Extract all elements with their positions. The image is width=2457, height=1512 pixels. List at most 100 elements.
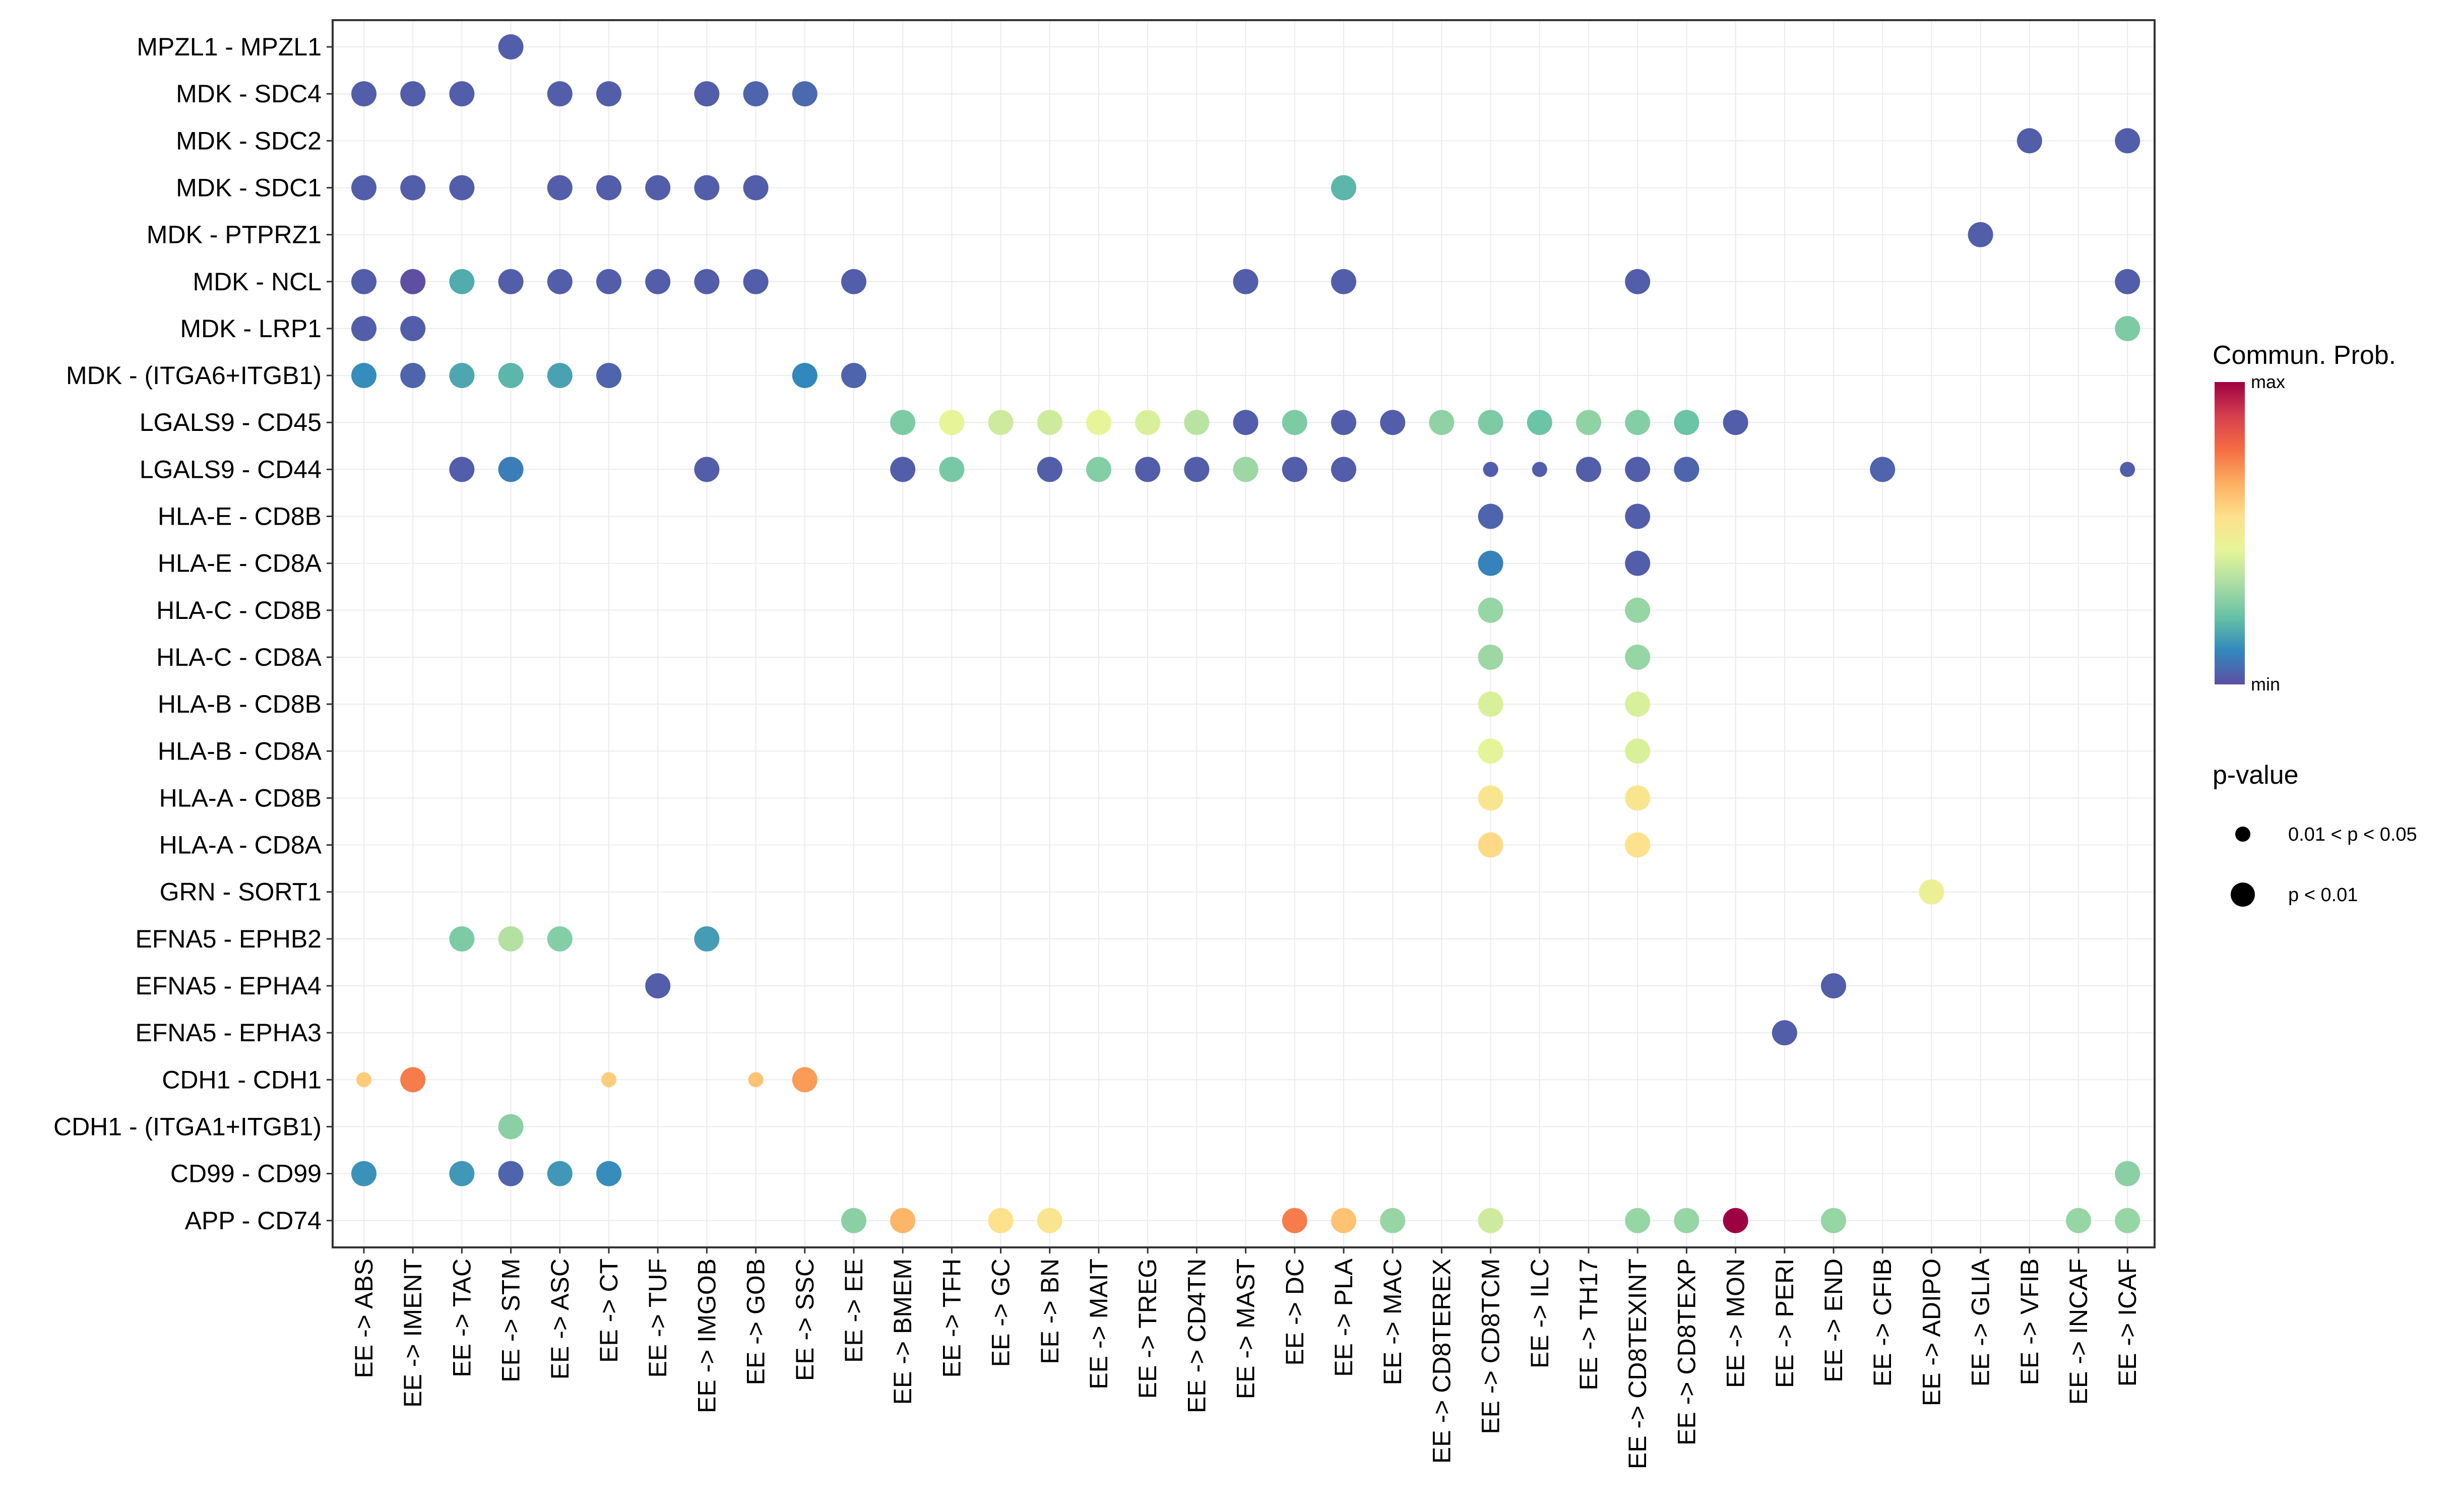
data-point <box>1674 410 1699 435</box>
y-tick-label: MDK - (ITGA6+ITGB1) <box>66 361 322 390</box>
y-tick-label: HLA-E - CD8B <box>158 502 322 531</box>
data-point <box>1576 410 1601 435</box>
y-tick-label: MDK - SDC1 <box>176 173 322 202</box>
size-legend: p-value 0.01 < p < 0.05 p < 0.01 <box>2213 761 2417 907</box>
y-tick-label: HLA-C - CD8B <box>156 596 322 624</box>
data-point <box>841 1208 866 1233</box>
data-point <box>1135 410 1161 435</box>
data-point <box>1968 222 1993 247</box>
data-point <box>988 1208 1014 1233</box>
data-point <box>1037 457 1062 482</box>
data-point <box>1532 462 1547 477</box>
data-point <box>1233 457 1258 482</box>
y-tick-label: CDH1 - CDH1 <box>162 1065 322 1094</box>
data-point <box>645 175 671 201</box>
data-point <box>2120 462 2135 477</box>
data-point <box>449 81 475 107</box>
data-point <box>1478 550 1503 576</box>
data-point <box>1380 410 1406 435</box>
data-point <box>1919 879 1944 905</box>
x-tick-label: EE -> ADIPO <box>1917 1258 1945 1406</box>
plot-panel-border <box>332 19 2156 1248</box>
x-tick-label: EE -> MAST <box>1232 1258 1260 1399</box>
data-point <box>351 363 376 389</box>
data-point <box>498 457 524 482</box>
data-point <box>792 81 817 107</box>
y-tick-label: APP - CD74 <box>185 1207 322 1235</box>
data-point <box>596 175 621 201</box>
data-point <box>841 363 866 389</box>
data-point <box>1478 1208 1503 1233</box>
data-point <box>2115 1161 2140 1186</box>
data-point <box>1625 738 1651 764</box>
y-tick-label: MDK - NCL <box>193 268 322 296</box>
data-point <box>1380 1208 1406 1233</box>
data-point <box>748 1072 764 1088</box>
data-point <box>498 1161 524 1186</box>
x-tick-label: EE -> VFIB <box>2015 1258 2044 1385</box>
data-point <box>356 1072 371 1088</box>
size-legend-large-label: p < 0.01 <box>2288 885 2358 906</box>
data-point <box>939 410 965 435</box>
data-point <box>890 410 916 435</box>
data-point <box>400 316 426 341</box>
data-point <box>601 1072 616 1088</box>
data-point <box>1184 410 1210 435</box>
data-point <box>1625 597 1651 623</box>
x-tick-label: EE -> EE <box>840 1258 868 1363</box>
x-tick-label: EE -> GOB <box>742 1258 770 1385</box>
data-point <box>743 269 769 294</box>
data-point <box>1625 691 1651 717</box>
y-tick-label: EFNA5 - EPHA4 <box>135 972 322 1000</box>
x-tick-label: EE -> CD4TN <box>1182 1258 1211 1413</box>
data-point <box>1674 457 1699 482</box>
y-tick-label: HLA-B - CD8A <box>158 737 322 765</box>
x-tick-label: EE -> CD8TEXP <box>1672 1258 1700 1445</box>
data-point <box>1821 1208 1846 1233</box>
x-tick-label: EE -> ASC <box>546 1258 574 1379</box>
data-point <box>547 81 573 107</box>
color-legend-title: Commun. Prob. <box>2213 341 2396 370</box>
x-tick-label: EE -> DC <box>1281 1258 1309 1366</box>
data-point <box>351 81 376 107</box>
color-legend: Commun. Prob. max min <box>2213 341 2396 695</box>
data-point <box>2115 316 2140 341</box>
data-point <box>547 269 573 294</box>
data-point <box>449 926 475 952</box>
x-tick-label: EE -> INCAF <box>2064 1258 2093 1405</box>
data-point <box>1723 1208 1748 1233</box>
data-point <box>1625 644 1651 670</box>
data-point <box>1478 691 1503 717</box>
data-point <box>1135 457 1161 482</box>
data-point <box>694 175 720 201</box>
color-legend-bar <box>2215 382 2245 684</box>
data-point <box>1625 457 1651 482</box>
data-point <box>1429 410 1455 435</box>
y-tick-label: CDH1 - (ITGA1+ITGB1) <box>53 1112 322 1141</box>
data-point <box>792 363 817 389</box>
data-point <box>400 1067 426 1093</box>
data-point <box>1625 503 1651 529</box>
y-tick-label: HLA-A - CD8A <box>159 831 322 859</box>
x-tick-label: EE -> ABS <box>350 1258 378 1378</box>
data-point <box>400 363 426 389</box>
data-point <box>841 269 866 294</box>
data-point <box>351 316 376 341</box>
y-tick-label: MDK - SDC4 <box>176 80 322 108</box>
grid-lines <box>333 20 2155 1247</box>
data-point <box>351 269 376 294</box>
data-point <box>1037 410 1062 435</box>
data-point <box>1625 410 1651 435</box>
data-point <box>1483 462 1498 477</box>
data-point <box>498 926 524 952</box>
x-tick-label: EE -> CD8TEXINT <box>1623 1258 1652 1469</box>
data-point <box>1086 457 1111 482</box>
data-point <box>1331 269 1356 294</box>
data-point <box>988 410 1014 435</box>
data-point <box>1478 597 1503 623</box>
data-point <box>1674 1208 1699 1233</box>
y-tick-label: MPZL1 - MPZL1 <box>137 33 322 61</box>
data-point <box>449 457 475 482</box>
color-legend-max-label: max <box>2251 371 2285 392</box>
